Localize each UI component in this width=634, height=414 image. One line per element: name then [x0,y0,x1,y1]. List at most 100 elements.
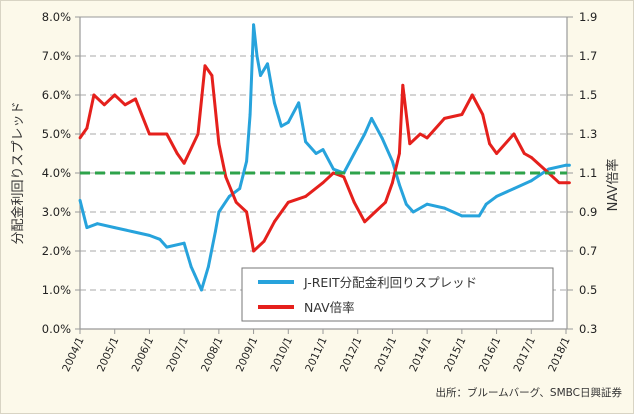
nav-point [102,103,106,107]
x-tick-label: 2013/1 [373,335,399,374]
nav-point [245,210,249,214]
spread-point [158,237,162,241]
left-tick-label: 7.0% [42,49,71,63]
nav-point [481,113,485,116]
spread-point [189,265,193,268]
spread-point [484,202,488,206]
x-tick-label: 2016/1 [477,335,503,374]
x-tick-label: 2015/1 [442,335,468,374]
nav-point [568,181,571,185]
spread-point [304,140,308,144]
spread-point [512,187,516,191]
nav-point [363,220,367,224]
spread-point [370,117,373,120]
spread-point [95,222,99,226]
spread-point [85,226,89,230]
x-tick-label: 2017/1 [512,335,538,374]
spread-point [286,120,290,124]
spread-point [477,214,481,218]
left-tick-label: 2.0% [42,244,71,258]
spread-point [332,167,335,171]
nav-point [408,142,412,146]
nav-point [234,200,238,204]
nav-point [342,175,346,179]
spread-point [238,187,242,191]
nav-point [123,103,127,107]
spread-point [273,101,276,105]
right-tick-label: 0.7 [579,244,597,258]
nav-point [85,126,89,130]
nav-point [352,200,356,204]
spread-point [266,62,269,66]
nav-point [495,152,498,155]
nav-point [252,249,255,253]
nav-point [286,200,290,204]
spread-point [255,54,259,58]
x-tick-label: 2005/1 [95,335,121,374]
left-tick-label: 1.0% [42,283,71,297]
nav-point [391,181,394,185]
left-tick-label: 4.0% [42,166,71,180]
nav-point [304,195,308,198]
legend: J-REIT分配金利回りスプレッド NAV倍率 [241,267,554,322]
spread-point [182,241,186,245]
right-tick-label: 1.3 [579,127,597,141]
x-tick-label: 2012/1 [338,335,364,374]
spread-point [411,210,415,214]
nav-point [321,181,325,185]
x-tick-label: 2007/1 [164,335,190,374]
nav-point [443,117,446,120]
right-axis-title: NAV倍率 [605,159,621,212]
right-tick-label: 1.1 [579,166,597,180]
nav-point [564,181,568,185]
spread-point [314,152,318,155]
nav-point [165,132,169,136]
spread-point [78,198,82,202]
spread-point [279,124,283,128]
spread-point [113,226,117,230]
x-tick-label: 2004/1 [60,335,86,374]
nav-point [175,152,179,155]
nav-point [512,132,516,136]
spread-point [213,230,217,233]
spread-point [529,179,533,183]
nav-point [113,93,117,97]
spread-point [443,206,446,210]
spread-point [207,265,210,268]
nav-point [418,132,422,136]
spread-point [193,273,196,276]
left-tick-label: 8.0% [42,10,71,24]
nav-point [529,156,533,159]
spread-point [564,163,568,167]
nav-point [262,239,266,243]
spread-point [252,23,255,27]
spread-point [404,202,408,206]
spread-point [425,202,429,206]
spread-point [321,148,325,152]
nav-point [401,83,405,87]
x-tick-label: 2018/1 [546,335,572,374]
nav-point [148,132,151,136]
nav-point [488,142,492,146]
spread-point [568,163,571,167]
source-note: 出所：ブルームバーグ、SMBC日興証券 [435,386,622,399]
nav-point [210,74,214,77]
x-tick-label: 2009/1 [234,335,260,374]
right-tick-label: 0.9 [579,205,597,219]
right-tick-label: 0.3 [579,322,597,336]
left-axis-title: 分配金利回りスプレッド [10,101,26,244]
nav-point [332,171,335,175]
spread-point [391,159,394,163]
x-tick-label: 2014/1 [407,335,433,374]
nav-point [384,200,387,204]
nav-point [203,64,207,68]
legend-label-spread: J-REIT分配金利回りスプレッド [303,275,477,290]
nav-point [522,152,526,155]
nav-point [373,210,377,214]
left-tick-label: 3.0% [42,205,71,219]
nav-point [425,136,429,140]
nav-point [557,181,561,185]
right-tick-label: 0.5 [579,283,597,297]
spread-point [200,288,203,292]
left-tick-label: 6.0% [42,88,71,102]
